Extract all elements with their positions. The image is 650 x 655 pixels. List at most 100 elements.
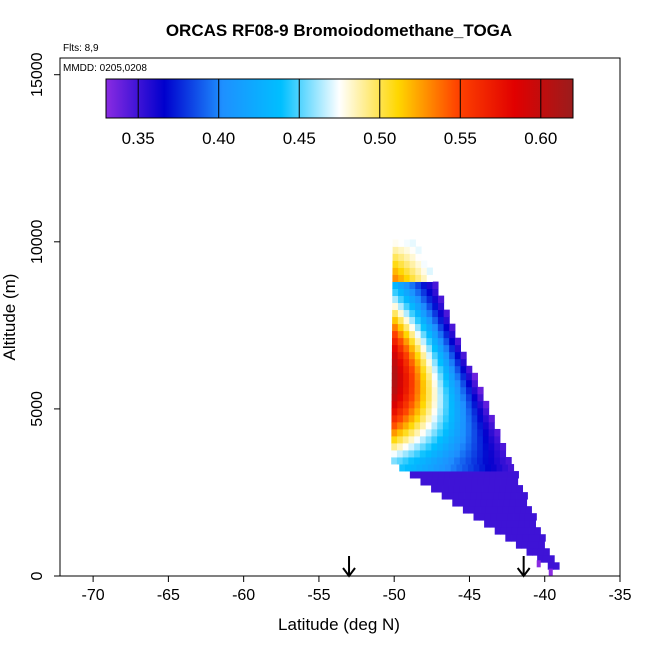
- heatmap-cell: [420, 330, 427, 339]
- heatmap-cell: [484, 520, 491, 528]
- heatmap-cell: [443, 372, 450, 381]
- heatmap-cell: [488, 414, 495, 423]
- heatmap-cell: [460, 351, 467, 360]
- heatmap-cell: [460, 407, 467, 416]
- heatmap-cell: [426, 267, 433, 275]
- heatmap-cell: [466, 365, 473, 374]
- x-axis: -70 -65 -60 -55 -50 -45 -40 -35: [82, 576, 632, 604]
- heatmap-cell: [415, 267, 422, 275]
- colorbar-tick-label: 0.45: [283, 129, 316, 148]
- heatmap-cell: [437, 407, 444, 416]
- heatmap-cell: [447, 492, 454, 500]
- heatmap-cell: [402, 457, 409, 465]
- heatmap-cell: [442, 442, 449, 451]
- heatmap-cell: [409, 267, 416, 275]
- heatmap-cell: [475, 499, 482, 507]
- heatmap-cell: [501, 520, 508, 528]
- heatmap-cell: [403, 386, 410, 395]
- heatmap-cell: [437, 393, 444, 402]
- heatmap-cell: [397, 379, 404, 388]
- heatmap-cell: [542, 555, 549, 563]
- heatmap-cell: [508, 506, 515, 514]
- heatmap-cell: [397, 351, 404, 360]
- heatmap-cell: [421, 260, 428, 268]
- heatmap-cell: [414, 365, 421, 374]
- date-note: MMDD: 0205,0208: [63, 63, 147, 74]
- heatmap-cell: [484, 471, 491, 479]
- heatmap-cell: [483, 400, 490, 409]
- heatmap-cell: [488, 450, 495, 458]
- heatmap-cell: [539, 534, 546, 542]
- heatmap-cell: [482, 442, 489, 451]
- heatmap-cell: [454, 442, 461, 451]
- heatmap-cell: [534, 527, 541, 535]
- heatmap-cell: [515, 499, 522, 507]
- heatmap-cell: [402, 435, 409, 444]
- heatmap-cell: [460, 358, 467, 367]
- heatmap-cell: [488, 421, 495, 430]
- heatmap-cell: [522, 534, 529, 542]
- heatmap-cell: [453, 492, 460, 500]
- heatmap-cell: [420, 386, 427, 395]
- heatmap-cell: [479, 513, 486, 521]
- heatmap-cell: [408, 400, 415, 409]
- heatmap-cell: [414, 337, 421, 346]
- heatmap-cell: [437, 344, 444, 353]
- heatmap-cell: [456, 464, 463, 472]
- heatmap-cell: [517, 527, 524, 535]
- colorbar: 0.35 0.40 0.45 0.50 0.55 0.60: [105, 78, 574, 148]
- heatmap-cell: [521, 541, 528, 549]
- heatmap-cell: [397, 316, 404, 325]
- heatmap-cell: [477, 400, 484, 409]
- heatmap-cell: [404, 464, 412, 472]
- heatmap-cell: [415, 288, 422, 297]
- heatmap-cell: [516, 534, 523, 542]
- heatmap-cell: [465, 393, 473, 402]
- heatmap-cell: [409, 274, 416, 282]
- heatmap-cell: [431, 485, 438, 493]
- heatmap-cell: [465, 442, 472, 451]
- heatmap-cell: [460, 365, 467, 374]
- heatmap-cell: [459, 442, 467, 451]
- heatmap-cell: [404, 246, 411, 254]
- heatmap-cell: [420, 372, 427, 381]
- heatmap-cell: [392, 288, 399, 297]
- heatmap-cell: [392, 309, 399, 318]
- heatmap-cell: [465, 435, 472, 444]
- heatmap-cell: [482, 450, 489, 458]
- heatmap-cell: [426, 295, 433, 304]
- heatmap-cell: [437, 330, 444, 339]
- heatmap-cell: [425, 400, 433, 409]
- heatmap-cell: [431, 421, 438, 430]
- heatmap-cell: [492, 499, 499, 507]
- colorbar-tick-label: 0.55: [444, 129, 477, 148]
- heatmap-cell: [392, 267, 399, 275]
- heatmap-cell: [425, 386, 433, 395]
- heatmap-cell: [398, 267, 405, 275]
- heatmap-cell: [437, 302, 445, 311]
- heatmap-cell: [402, 421, 409, 430]
- heatmap-cell: [526, 548, 533, 556]
- heatmap-cell: [437, 414, 444, 423]
- heatmap-cell: [392, 316, 399, 325]
- heatmap-cell: [408, 421, 415, 430]
- heatmap-cell: [471, 421, 478, 430]
- x-tick-label: -70: [82, 587, 105, 604]
- heatmap-cell: [431, 372, 438, 381]
- heatmap-cell: [469, 499, 476, 507]
- heatmap-cell: [431, 400, 438, 409]
- heatmap-cell: [398, 253, 405, 261]
- heatmap-cell: [409, 260, 416, 268]
- heatmap-cell: [419, 442, 427, 451]
- heatmap-cell: [483, 407, 490, 416]
- heatmap-cell: [454, 358, 461, 367]
- heatmap-cell: [494, 457, 501, 465]
- heatmap-cell: [521, 492, 528, 500]
- heatmap-cell: [494, 485, 501, 493]
- heatmap-cell: [454, 414, 461, 423]
- heatmap-cell: [409, 253, 416, 261]
- heatmap-cell: [426, 344, 433, 353]
- heatmap-cell: [519, 513, 526, 521]
- heatmap-cell: [459, 435, 467, 444]
- heatmap-cell: [483, 414, 490, 423]
